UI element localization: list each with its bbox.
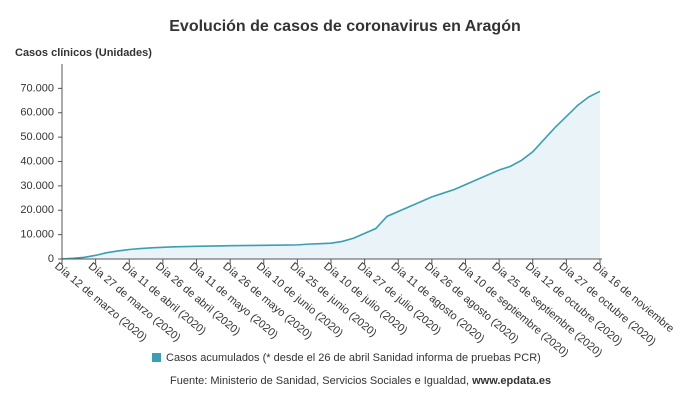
y-tick-label: 50.000 <box>20 131 54 143</box>
y-tick-label: 20.000 <box>20 204 54 216</box>
line <box>61 90 601 260</box>
legend-label: Casos acumulados (* desde el 26 de abril… <box>166 352 541 364</box>
source: Fuente: Ministerio de Sanidad, Servicios… <box>170 375 551 387</box>
y-axis-label: Casos clínicos (Unidades) <box>15 47 152 59</box>
y-tick-label: 30.000 <box>20 180 54 192</box>
y-tick-label: 60.000 <box>20 107 54 119</box>
y-tick-label: 40.000 <box>20 155 54 167</box>
y-tick-label: 70.000 <box>20 82 54 94</box>
chart-title: Evolución de casos de coronavirus en Ara… <box>169 18 521 35</box>
y-tick-label: 0 <box>48 253 54 265</box>
legend-swatch <box>152 353 161 362</box>
y-tick-label: 10.000 <box>20 229 54 241</box>
area <box>62 91 600 259</box>
